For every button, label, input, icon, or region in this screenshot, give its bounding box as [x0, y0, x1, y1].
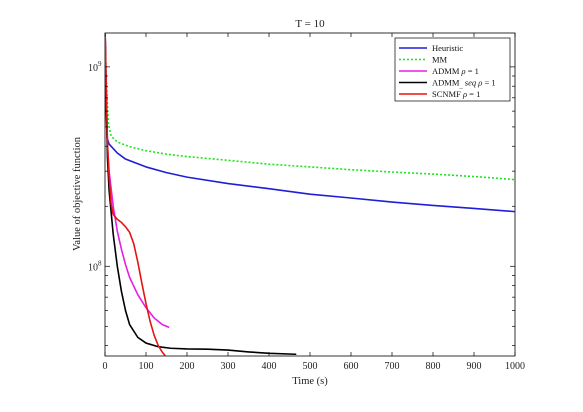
- legend-entry-2: MM: [432, 55, 448, 65]
- x-tick-label: 500: [303, 361, 318, 372]
- chart-title: T = 10: [295, 18, 325, 30]
- series-layer: [105, 33, 515, 356]
- x-tick-label: 400: [262, 361, 277, 372]
- x-tick-label: 300: [221, 361, 236, 372]
- x-tick-label: 100: [139, 361, 154, 372]
- series-line-2: [105, 33, 515, 181]
- x-tick-label: 200: [180, 361, 195, 372]
- y-tick-label: 108: [88, 259, 102, 273]
- series-line-5: [105, 33, 167, 356]
- x-axis-ticks: 0 100 200 300 400 500 600 700 800 900 1000: [103, 33, 525, 372]
- series-line-1: [105, 33, 515, 213]
- legend-entry-4: ADMM_ seq ρ = 1: [432, 78, 496, 90]
- legend-entry-1: Heuristic: [432, 43, 463, 53]
- x-tick-label: 800: [426, 361, 441, 372]
- x-axis-label: Time (s): [292, 376, 328, 387]
- x-tick-label: 600: [344, 361, 359, 372]
- legend-entry-3: ADMM ρ = 1: [432, 66, 479, 76]
- x-tick-label: 1000: [505, 361, 525, 372]
- legend-entry-5: SCNMF ρ = 1: [432, 89, 480, 99]
- y-axis-ticks: 108 109: [88, 60, 515, 346]
- series-line-4: [105, 33, 297, 356]
- series-line-3: [105, 33, 170, 328]
- x-tick-label: 700: [385, 361, 400, 372]
- x-tick-label: 900: [467, 361, 482, 372]
- x-tick-label: 0: [103, 361, 108, 372]
- y-tick-label: 109: [88, 60, 102, 74]
- y-axis-label: Value of objective function: [72, 136, 83, 251]
